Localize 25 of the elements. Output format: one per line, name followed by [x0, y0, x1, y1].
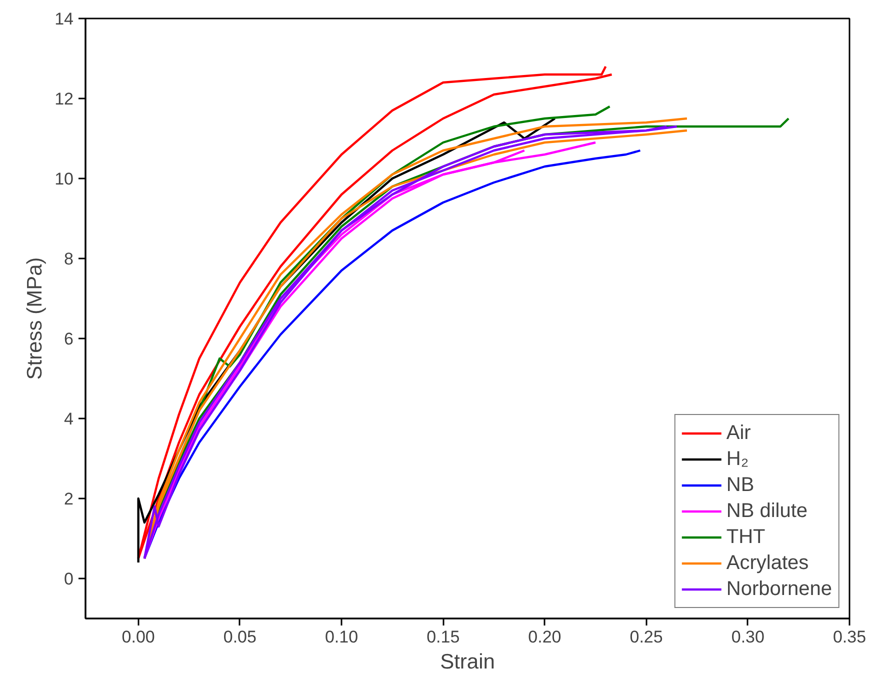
y-tick-label: 14: [54, 10, 74, 28]
legend-label: NB: [726, 473, 754, 497]
legend-label: Air: [726, 421, 751, 445]
legend-label: Acrylates: [726, 551, 809, 575]
x-tick-label: 0.05: [223, 628, 256, 646]
x-tick-label: 0.20: [528, 628, 562, 646]
x-axis-title: Strain: [440, 650, 495, 674]
y-axis-title: Stress (MPa): [24, 257, 47, 380]
y-tick-label: 6: [64, 330, 74, 348]
y-tick-label: 12: [54, 90, 74, 108]
y-tick-label: 10: [54, 170, 74, 188]
y-tick-label: 2: [64, 490, 74, 508]
legend-label: Norbornene: [726, 577, 832, 601]
x-tick-label: 0.10: [324, 628, 358, 646]
x-tick-label: 0.00: [122, 628, 155, 646]
y-tick-label: 4: [64, 410, 74, 428]
legend-label: THT: [726, 525, 766, 549]
x-tick-label: 0.25: [630, 628, 663, 646]
legend-label: H₂: [726, 447, 749, 471]
x-tick-label: 0.30: [731, 628, 764, 646]
x-tick-label: 0.15: [426, 628, 460, 646]
x-tick-label: 0.35: [832, 628, 866, 646]
legend-label: NB dilute: [726, 499, 808, 523]
y-tick-label: 0: [64, 570, 74, 588]
y-tick-label: 8: [64, 250, 74, 268]
